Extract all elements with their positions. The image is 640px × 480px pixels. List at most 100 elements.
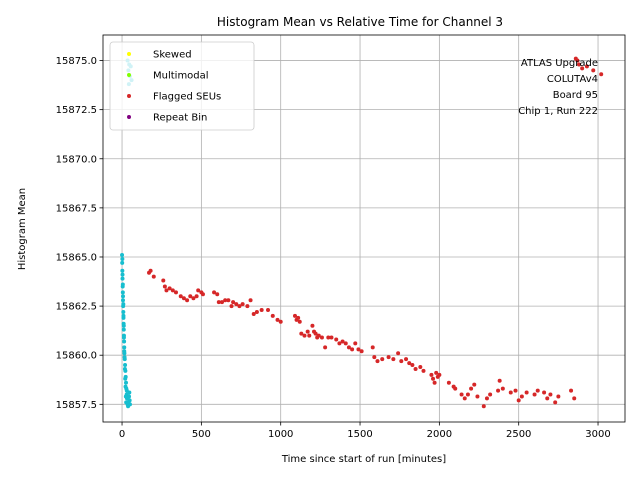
flagged-seus-point xyxy=(319,335,324,340)
flagged-seus-point xyxy=(270,313,275,318)
flagged-seus-point xyxy=(216,300,221,305)
legend-box xyxy=(109,41,255,131)
run-annotation: ATLAS Upgrade COLUTAv4 Board 95 Chip 1, Run… xyxy=(518,58,598,117)
normal-point xyxy=(120,268,125,273)
flagged-seus-point xyxy=(353,341,358,346)
flagged-seus-point xyxy=(296,315,301,320)
flagged-seus-point xyxy=(497,378,502,383)
flagged-seus-point xyxy=(299,331,304,336)
flagged-seus-point xyxy=(475,394,480,399)
flagged-seus-point xyxy=(245,304,250,309)
flagged-seus-point xyxy=(516,398,521,403)
flagged-seus-point xyxy=(194,294,199,299)
flagged-seus-point xyxy=(305,329,310,334)
flagged-seus-point xyxy=(161,278,166,283)
flagged-seus-point xyxy=(569,388,574,393)
flagged-seus-point xyxy=(399,359,404,364)
flagged-seus-point xyxy=(584,64,589,69)
flagged-seus-point xyxy=(240,302,245,307)
y-tick-label: 15867.5 xyxy=(56,203,97,214)
flagged-seus-point xyxy=(231,300,236,305)
flagged-seus-point xyxy=(337,341,342,346)
flagged-seus-point xyxy=(188,294,193,299)
normal-point xyxy=(123,376,128,381)
normal-point xyxy=(120,282,125,287)
annotation-line: COLUTAv4 xyxy=(547,74,598,85)
x-tick-label: 2000 xyxy=(427,429,452,440)
flagged-seus-point xyxy=(266,308,271,313)
flagged-seus-point xyxy=(359,349,364,354)
flagged-seus-point xyxy=(200,292,205,297)
flagged-seus-point xyxy=(556,394,561,399)
flagged-seus-point xyxy=(372,355,377,360)
y-tick-label: 15875.0 xyxy=(56,56,97,67)
normal-point xyxy=(121,323,126,328)
normal-point xyxy=(123,394,128,399)
flagged-seus-point xyxy=(545,396,550,401)
normal-point xyxy=(122,339,127,344)
normal-point xyxy=(124,388,129,393)
flagged-seus-point xyxy=(576,62,581,67)
x-tick-label: 1000 xyxy=(268,429,293,440)
annotation-line: ATLAS Upgrade xyxy=(521,58,598,69)
flagged-seus-point xyxy=(453,386,458,391)
flagged-seus-point xyxy=(410,363,415,368)
flagged-seus-point xyxy=(465,392,470,397)
flagged-seus-point xyxy=(302,333,307,338)
flagged-seus-point xyxy=(278,319,283,324)
x-tick-label: 500 xyxy=(192,429,211,440)
flagged-seus-point xyxy=(226,298,231,303)
normal-point xyxy=(122,349,127,354)
flagged-seus-point xyxy=(185,298,190,303)
flagged-seus-point xyxy=(173,290,178,295)
flagged-seus-point xyxy=(259,308,264,313)
normal-point xyxy=(120,290,125,295)
normal-point xyxy=(120,298,125,303)
y-tick-label: 15870.0 xyxy=(56,154,97,165)
flagged-seus-point xyxy=(313,331,318,336)
normal-point xyxy=(121,313,126,318)
flagged-seus-point xyxy=(356,347,361,352)
legend-marker xyxy=(127,52,131,56)
flagged-seus-point xyxy=(162,284,167,289)
grid xyxy=(103,35,625,422)
x-tick-label: 3000 xyxy=(585,429,610,440)
flagged-seus-point xyxy=(421,368,426,373)
flagged-seus-point xyxy=(431,376,436,381)
flagged-seus-point xyxy=(496,388,501,393)
flagged-seus-point xyxy=(215,292,220,297)
flagged-seus-point xyxy=(437,372,442,377)
normal-point xyxy=(123,384,128,389)
legend-marker xyxy=(127,115,131,119)
flagged-seus-point xyxy=(181,296,186,301)
x-tick-label: 0 xyxy=(119,429,125,440)
normal-point xyxy=(120,294,125,299)
flagged-seus-point xyxy=(212,290,217,295)
flagged-seus-point xyxy=(413,366,418,371)
flagged-seus-point xyxy=(380,357,385,362)
flagged-seus-point xyxy=(519,394,524,399)
y-tick-label: 15857.5 xyxy=(56,400,97,411)
flagged-seus-point xyxy=(178,294,183,299)
flagged-seus-point xyxy=(573,56,578,61)
flagged-seus-point xyxy=(275,317,280,322)
flagged-seus-point xyxy=(346,345,351,350)
normal-point xyxy=(121,327,126,332)
flagged-seus-point xyxy=(580,66,585,71)
flagged-seus-point xyxy=(196,288,201,293)
normal-point xyxy=(121,309,126,314)
flagged-seus-point xyxy=(251,311,256,316)
normal-point xyxy=(122,345,127,350)
normal-point xyxy=(120,276,125,281)
flagged-seus-point xyxy=(326,335,331,340)
normal-point xyxy=(120,253,125,258)
flagged-seus-point xyxy=(375,359,380,364)
flagged-seus-point xyxy=(542,390,547,395)
flagged-seus-point xyxy=(404,357,409,362)
normal-point xyxy=(124,400,129,405)
y-tick-label: 15860.0 xyxy=(56,351,97,362)
normal-point xyxy=(121,302,126,307)
normal-point xyxy=(120,260,125,265)
flagged-seus-point xyxy=(219,300,224,305)
